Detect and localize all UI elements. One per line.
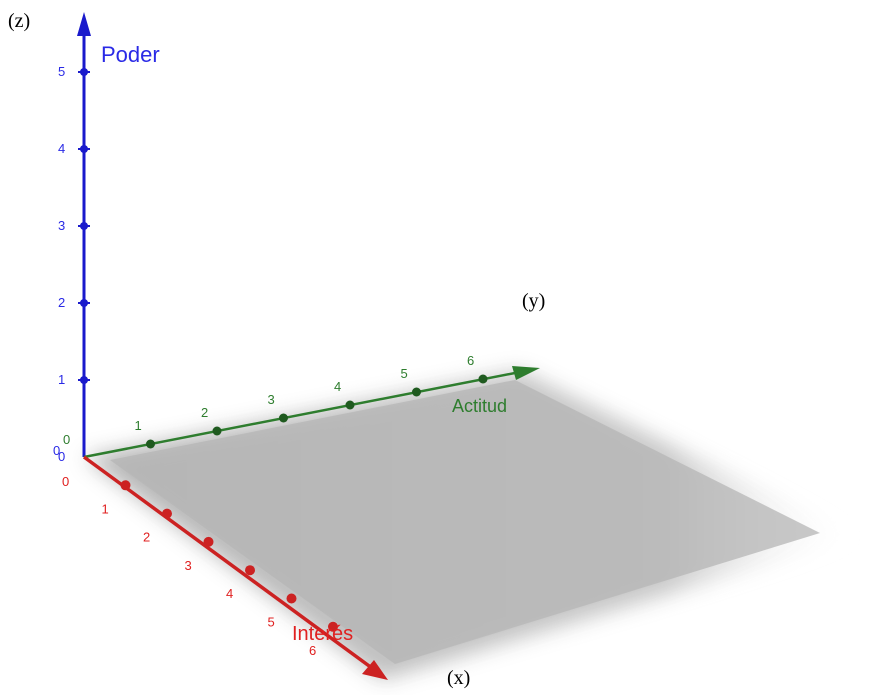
z-tick-point <box>80 222 88 230</box>
z-tick-label: 2 <box>58 295 65 310</box>
z-tick-label: 3 <box>58 218 65 233</box>
y-origin-label: 0 <box>63 432 70 447</box>
y-tick-label: 2 <box>201 405 208 420</box>
y-axis-arrowhead <box>512 366 540 380</box>
x-tick-label: 5 <box>268 615 275 630</box>
y-tick-point <box>212 426 222 436</box>
z-tick-point <box>80 68 88 76</box>
z-axis-poder: 0 1 2 3 4 5 Poder <box>58 12 160 464</box>
x-tick-label: 2 <box>143 530 150 545</box>
x-tick-label: 4 <box>226 586 233 601</box>
y-tick-point <box>345 400 355 410</box>
y-tick-label: 5 <box>401 366 408 381</box>
y-outer-label: (y) <box>522 290 546 312</box>
z-tick-label: 5 <box>58 64 65 79</box>
y-tick-label: 3 <box>268 392 275 407</box>
x-outer-label: (x) <box>447 667 471 689</box>
x-tick-point <box>203 536 214 547</box>
x-origin-label: 0 <box>62 474 69 489</box>
z-tick-point <box>80 376 88 384</box>
y-axis-name: Actitud <box>452 396 507 416</box>
y-tick-point <box>279 413 288 423</box>
z-tick-label: 4 <box>58 141 65 156</box>
x-axis-name: Interés <box>292 623 353 645</box>
x-tick-label: 6 <box>309 643 316 658</box>
x-tick-point <box>120 480 131 491</box>
y-tick-label: 4 <box>334 379 341 394</box>
y-axis-line <box>83 370 521 459</box>
y-tick-point <box>412 387 421 397</box>
y-tick-label: 6 <box>467 353 474 368</box>
x-tick-point <box>328 621 338 632</box>
x-tick-point <box>286 593 297 604</box>
y-axis-actitud: 0 1 2 3 4 5 6 Actitud <box>63 353 540 459</box>
x-tick-label: 3 <box>185 558 192 573</box>
z-axis-name: Poder <box>101 42 160 67</box>
z-outer-label: (z) <box>8 10 31 32</box>
y-tick-point <box>478 374 488 384</box>
y-tick-label: 1 <box>135 418 142 433</box>
z-tick-point <box>80 299 88 307</box>
y-tick-point <box>146 439 155 449</box>
x-axis-arrowhead <box>362 660 388 680</box>
z-origin-label: 0 <box>53 443 60 458</box>
x-tick-label: 1 <box>102 501 109 516</box>
x-tick-point <box>162 508 172 519</box>
x-axis-line <box>82 455 378 673</box>
z-tick-point <box>80 145 88 153</box>
z-tick-label: 1 <box>58 372 65 387</box>
z-axis-arrowhead <box>77 12 91 36</box>
xy-plane <box>84 371 860 680</box>
z-tick-label: 0 <box>58 449 65 464</box>
x-tick-point <box>245 565 255 576</box>
